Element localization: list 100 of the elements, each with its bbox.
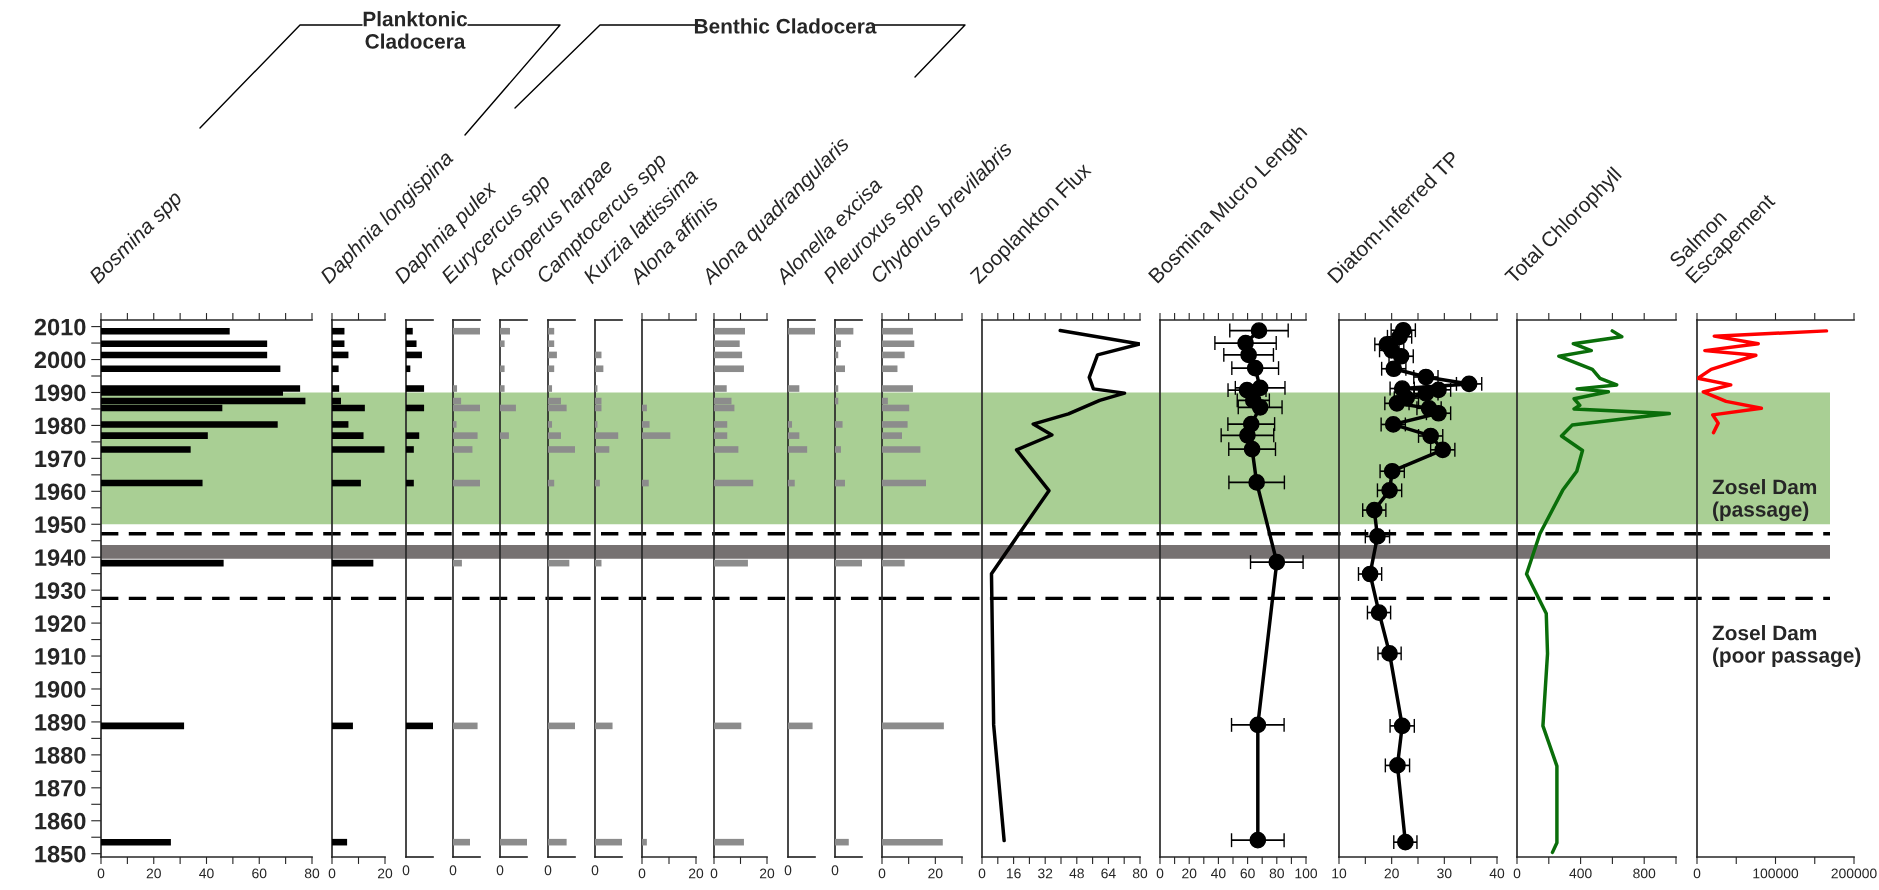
- bar: [101, 446, 191, 453]
- bar: [548, 446, 575, 453]
- bar: [332, 722, 353, 730]
- bar: [882, 432, 902, 439]
- y-tick-label: 1930: [35, 582, 86, 599]
- bar: [548, 421, 553, 428]
- point: [1248, 474, 1265, 491]
- bar: [548, 385, 553, 392]
- bar: [714, 446, 739, 453]
- annotation: Zosel Dam (poor passage): [1712, 625, 1861, 667]
- bar: [500, 340, 505, 348]
- bar: [714, 421, 728, 428]
- y-tick-label: 1940: [35, 549, 86, 566]
- bar: [500, 432, 509, 439]
- x-tick-label: 0: [1156, 868, 1164, 879]
- bar: [101, 327, 230, 335]
- point: [1381, 645, 1398, 662]
- y-tick-label: 2000: [34, 351, 86, 369]
- x-tick-label: 10: [1332, 868, 1347, 879]
- bar: [406, 479, 414, 487]
- bar: [714, 479, 754, 487]
- bar: [882, 479, 926, 487]
- bar: [332, 385, 340, 392]
- x-tick-label: 32: [1038, 868, 1053, 879]
- text: Planktonic Cladocera: [363, 11, 468, 49]
- bar: [500, 327, 510, 335]
- bar: [500, 404, 516, 412]
- y-tick-label: 1990: [35, 384, 86, 402]
- bar: [835, 340, 841, 348]
- bar: [882, 421, 908, 428]
- bar: [835, 838, 849, 846]
- bar: [835, 365, 845, 373]
- y-tick-label: 1960: [35, 483, 86, 501]
- bar: [595, 838, 622, 846]
- y-tick-label: 1910: [35, 648, 86, 665]
- bar: [882, 446, 921, 453]
- bar: [788, 479, 795, 487]
- x-tick-label: 80: [1269, 868, 1284, 879]
- bar: [788, 446, 808, 453]
- x-tick-label: 20: [759, 868, 775, 879]
- bar: [642, 838, 647, 846]
- bar: [500, 838, 527, 846]
- bar: [406, 340, 417, 348]
- bar: [714, 351, 743, 359]
- x-tick-label: 30: [1437, 868, 1452, 879]
- bar: [332, 479, 361, 487]
- bar: [453, 479, 480, 487]
- bar: [714, 340, 740, 348]
- bar: [453, 722, 478, 730]
- bar: [332, 421, 349, 428]
- y-tick-label: 1900: [35, 681, 86, 698]
- x-tick-label: 0: [638, 868, 646, 879]
- y-tick-label: 1850: [35, 845, 86, 863]
- bar: [101, 351, 268, 359]
- bar: [788, 421, 793, 428]
- x-tick-label: 80: [1132, 868, 1148, 879]
- bar: [332, 340, 345, 348]
- bar: [882, 365, 898, 373]
- bar: [548, 340, 555, 348]
- x-tick-label: 64: [1101, 868, 1116, 879]
- bar: [882, 327, 913, 335]
- x-tick-label: 40: [1489, 868, 1505, 879]
- x-tick-label: 20: [928, 868, 943, 879]
- x-tick-label: 40: [199, 868, 214, 879]
- x-tick-label: 0: [1693, 868, 1701, 879]
- bar: [835, 559, 862, 567]
- bar: [835, 385, 839, 392]
- x-tick-label: 40: [1211, 868, 1226, 879]
- bar: [101, 432, 208, 439]
- bar: [406, 327, 413, 335]
- y-tick-label: 1860: [35, 812, 86, 830]
- bar: [788, 327, 815, 335]
- bar: [714, 327, 745, 335]
- bar: [332, 838, 348, 846]
- bar: [548, 722, 575, 730]
- bar: [332, 432, 364, 439]
- x-tick-label: 800: [1633, 868, 1656, 879]
- bar: [453, 432, 478, 439]
- x-tick-label: 0: [328, 868, 336, 879]
- bar: [500, 385, 505, 392]
- bar: [595, 722, 613, 730]
- x-tick-label: 0: [710, 868, 718, 879]
- bar: [882, 722, 944, 730]
- y-tick-label: 2010: [34, 318, 86, 336]
- bar: [788, 385, 800, 392]
- bar: [788, 432, 800, 439]
- y-tick-label: 1920: [35, 615, 86, 632]
- point: [1369, 528, 1386, 545]
- bar: [101, 421, 278, 428]
- y-tick-label: 1980: [35, 417, 86, 435]
- bar: [101, 838, 171, 846]
- bar: [714, 838, 744, 846]
- x-tick-label: 60: [252, 868, 267, 879]
- bar: [453, 446, 473, 453]
- bar: [642, 421, 650, 428]
- x-tick-label: 20: [377, 868, 393, 879]
- bar: [332, 559, 374, 567]
- bar: [453, 421, 457, 428]
- bar: [453, 559, 462, 567]
- bar: [882, 340, 915, 348]
